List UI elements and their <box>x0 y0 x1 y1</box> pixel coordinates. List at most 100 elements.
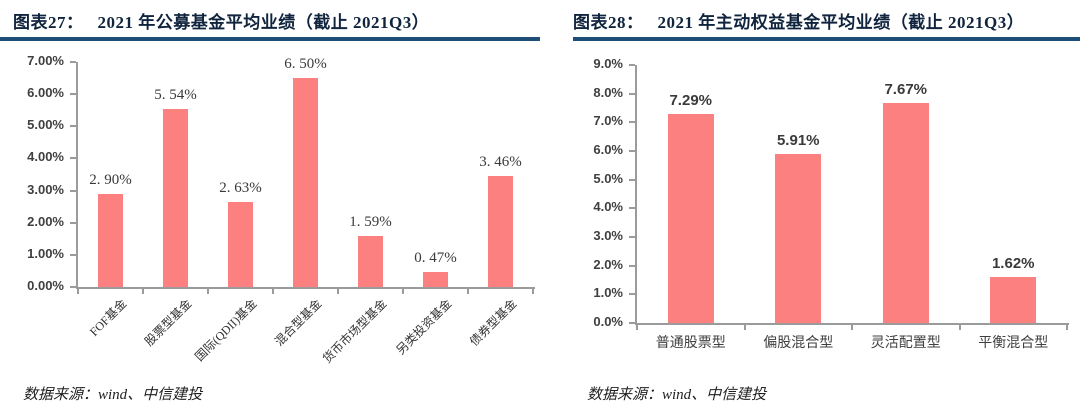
x-tick-mark <box>207 287 209 294</box>
figure-27-number: 图表27： <box>13 13 84 32</box>
y-tick-label: 7.00% <box>27 53 64 68</box>
y-tick-label: 7.0% <box>593 113 623 129</box>
figure-27-panel: 图表27： 2021 年公募基金平均业绩（截止 2021Q3） 0.00% 1.00… <box>0 8 540 403</box>
figure-27-title: 图表27： 2021 年公募基金平均业绩（截止 2021Q3） <box>13 8 429 34</box>
y-tick-label: 0.0% <box>593 314 623 329</box>
figure-27-title-text: 2021 年公募基金平均业绩（截止 2021Q3） <box>97 13 430 32</box>
figure-27-source: 数据来源：wind、中信建投 <box>23 387 203 403</box>
y-tick-mark <box>70 253 76 256</box>
x-tick-mark <box>851 323 853 330</box>
x-tick-mark <box>77 287 79 294</box>
y-tick-label: 9.0% <box>593 56 623 71</box>
y-axis-line <box>635 65 637 323</box>
y-tick-mark <box>629 264 635 267</box>
x-tick-mark <box>743 323 746 330</box>
figure-28-panel: 图表28： 2021 年主动权益基金平均业绩（截止 2021Q3） 0.0% 1.0… <box>540 0 1080 413</box>
y-tick-mark <box>629 64 635 66</box>
y-tick-mark <box>70 286 76 288</box>
y-tick-mark <box>629 178 635 181</box>
x-tick-mark <box>958 323 961 330</box>
y-tick-mark <box>629 207 635 210</box>
x-category-label: 偏股混合型 <box>763 334 834 350</box>
bar-value-label: 5. 54% <box>154 87 197 103</box>
x-tick-mark <box>1066 323 1068 330</box>
bar-value-label: 2. 63% <box>219 180 262 196</box>
bar-value-label: 3. 46% <box>479 154 522 170</box>
figure-28-number: 图表28： <box>573 13 644 32</box>
bar-value-label: 5.91% <box>776 132 820 149</box>
bar-value-label: 0. 47% <box>414 250 457 266</box>
y-tick-label: 1.0% <box>593 285 623 301</box>
y-tick-mark <box>70 61 76 63</box>
bar-股票型基金 <box>163 109 188 287</box>
bar-value-label: 1. 59% <box>349 214 392 230</box>
bar-灵活配置型 <box>882 103 929 323</box>
x-axis-line <box>76 287 535 289</box>
y-tick-mark <box>629 92 635 95</box>
title-underline-rule <box>573 37 1080 41</box>
x-category-label: 国际(QDII)基金 <box>192 296 260 364</box>
y-tick-label: 6.00% <box>27 85 64 101</box>
y-tick-mark <box>629 236 635 238</box>
y-tick-mark <box>70 125 76 128</box>
figure-28-title-text: 2021 年主动权益基金平均业绩（截止 2021Q3） <box>657 13 1025 32</box>
y-tick-label: 2.00% <box>27 213 64 229</box>
bar-货币市场型基金 <box>358 236 383 287</box>
x-category-label: 股票型基金 <box>142 296 195 349</box>
bar-另类投资基金 <box>423 272 448 287</box>
x-category-label: 另类投资基金 <box>393 296 455 358</box>
bar-偏股混合型 <box>775 154 822 323</box>
y-tick-mark <box>629 322 635 324</box>
x-category-label: 货币市场型基金 <box>320 296 390 366</box>
y-tick-label: 4.00% <box>27 149 64 165</box>
x-tick-mark <box>402 287 404 294</box>
x-tick-mark <box>467 287 469 294</box>
bar-FOF基金 <box>98 194 123 287</box>
x-tick-mark <box>142 287 144 294</box>
y-tick-label: 1.00% <box>27 245 64 261</box>
bar-混合型基金 <box>293 78 318 287</box>
x-category-label: 债券型基金 <box>467 296 520 349</box>
y-tick-label: 8.0% <box>593 84 623 100</box>
y-tick-mark <box>70 93 76 96</box>
y-tick-mark <box>629 121 635 124</box>
bar-债券型基金 <box>488 176 513 287</box>
bar-value-label: 6. 50% <box>284 56 327 72</box>
bar-国际(QDII)基金 <box>228 202 253 287</box>
x-tick-mark <box>272 287 274 294</box>
x-tick-mark <box>636 323 638 330</box>
y-tick-mark <box>70 189 76 192</box>
bar-普通股票型 <box>667 114 714 323</box>
y-tick-label: 4.0% <box>593 199 623 215</box>
y-tick-label: 5.00% <box>27 117 64 133</box>
bar-value-label: 1.62% <box>991 255 1035 272</box>
figure-28-title: 图表28： 2021 年主动权益基金平均业绩（截止 2021Q3） <box>573 8 1024 34</box>
figure-28-bar-chart: 0.0% 1.0% 2.0% 3.0% 4.0% 5.0% 6.0% 7.0% 8.0% 9.0%… <box>540 0 1080 413</box>
y-tick-mark <box>70 157 76 160</box>
figure-27-bar-chart: 0.00% 1.00% 2.00% 3.00% 4.00% 5.00% 6.00% 7.00%… <box>27 53 535 366</box>
y-tick-label: 3.00% <box>27 181 64 197</box>
bar-value-label: 7.29% <box>669 92 713 109</box>
y-tick-label: 2.0% <box>593 256 623 272</box>
x-category-label: 混合型基金 <box>272 296 325 349</box>
y-tick-label: 0.00% <box>27 278 64 293</box>
x-category-label: FOF基金 <box>87 296 130 339</box>
y-tick-mark <box>629 293 635 296</box>
y-tick-label: 3.0% <box>593 228 623 243</box>
y-tick-mark <box>70 221 76 224</box>
bar-平衡混合型 <box>990 277 1037 323</box>
x-category-label: 灵活配置型 <box>870 334 941 350</box>
x-category-label: 平衡混合型 <box>978 334 1049 350</box>
y-tick-label: 5.0% <box>593 170 623 186</box>
x-category-label: 普通股票型 <box>655 334 726 350</box>
figure-28-source: 数据来源：wind、中信建投 <box>587 387 767 403</box>
y-axis-line <box>76 62 78 287</box>
y-tick-mark <box>629 150 635 152</box>
y-tick-label: 6.0% <box>593 142 623 157</box>
bar-value-label: 2. 90% <box>89 172 132 188</box>
x-tick-mark <box>532 287 534 294</box>
x-tick-mark <box>337 287 339 294</box>
bar-value-label: 7.67% <box>884 81 928 98</box>
title-underline-rule <box>0 37 540 41</box>
